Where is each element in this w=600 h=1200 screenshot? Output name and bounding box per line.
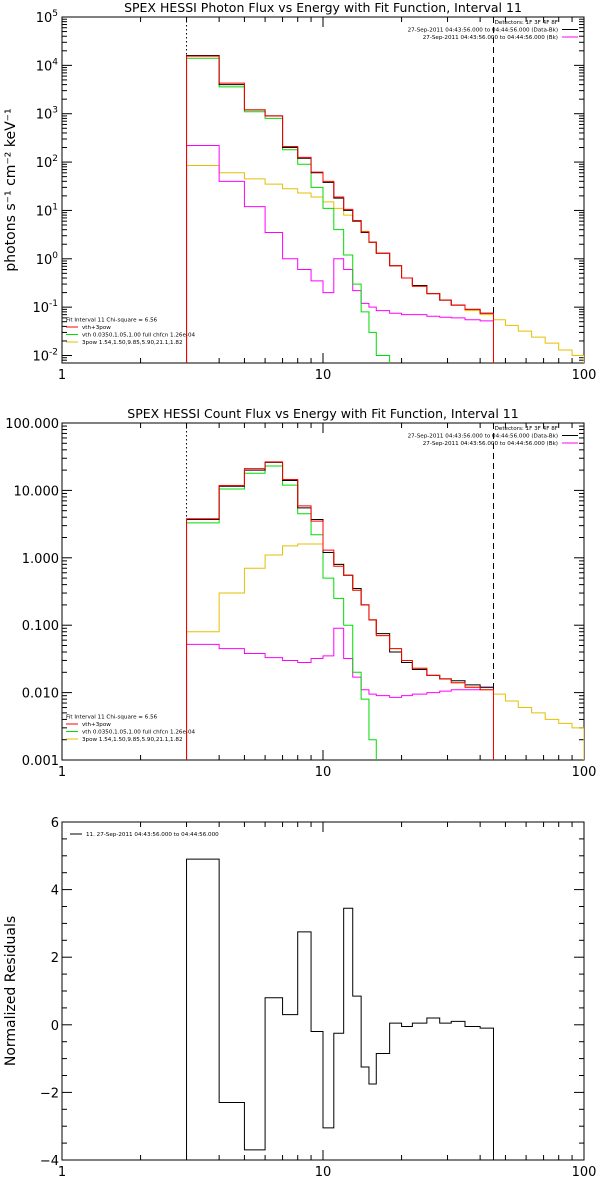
x-tick-label: 1 (58, 765, 66, 780)
legend-entry: vth 0.0350,1.05,1.00 full chfcn 1.26e-04 (82, 730, 196, 736)
y-tick-label: −2 (40, 1086, 59, 1101)
series-vth (186, 465, 391, 760)
y-tick-label: 100.000 (5, 417, 59, 432)
series-vth (186, 57, 403, 363)
legend-entry: 3pow 1.54,1.50,9.85,5.90,21.1,1.82 (82, 737, 183, 743)
y-tick-label: 6 (51, 816, 59, 831)
series-data-bk (186, 461, 494, 760)
panel-3: 1 10 100 −4 −2 0 2 4 6 Normalized Residuals 11. 27… (3, 816, 596, 1180)
series-3pow (186, 164, 584, 363)
y-tick-label: 2 (51, 951, 59, 966)
chart-title: SPEX HESSI Count Flux vs Energy with Fit… (127, 406, 518, 421)
y-axis-label: Normalized Residuals (3, 916, 19, 1066)
series-bk (186, 145, 494, 363)
y-tick-label: 102 (36, 154, 58, 171)
series-group (186, 461, 584, 760)
y-tick-label: 100 (36, 251, 59, 268)
x-tick-label: 1 (58, 368, 66, 383)
legend-entry: vth+3pow (82, 325, 111, 331)
y-tick-label: 10-2 (32, 348, 58, 365)
legend-entry: Fit Interval 11 Chi-square = 6.56 (66, 715, 158, 721)
y-tick-label: 0 (51, 1019, 59, 1034)
x-tick-label: 100 (572, 765, 597, 780)
legend-entry: vth 0.0350,1.05,1.00 full chfcn 1.26e-04 (82, 333, 196, 339)
y-tick-label: 103 (36, 106, 58, 123)
x-tick-label: 1 (58, 1165, 66, 1180)
y-tick-label: 0.001 (22, 754, 59, 769)
y-tick-label: 1.000 (22, 552, 59, 567)
y-tick-label: 101 (36, 202, 58, 219)
panel-1: SPEX HESSI Photon Flux vs Energy with Fi… (3, 0, 596, 383)
legend-entry: Detectors: 1F 3F 4F 8F (495, 20, 558, 26)
legend-entry: Fit Interval 11 Chi-square = 6.56 (66, 318, 158, 324)
series-vth-3pow (186, 55, 494, 363)
legend-entry: 27-Sep-2011 04:43:56.000 to 04:44:56.000… (423, 35, 558, 41)
legend-entry: 11. 27-Sep-2011 04:43:56.000 to 04:44:56… (86, 832, 219, 838)
series-bk (186, 627, 494, 760)
y-tick-label: 10-1 (32, 299, 58, 316)
y-tick-label: 4 (51, 884, 59, 899)
y-tick-label: 0.010 (22, 687, 59, 702)
plot-frame (61, 422, 585, 761)
y-tick-label: 10.000 (14, 484, 60, 499)
y-tick-label: −4 (40, 1154, 59, 1169)
x-tick-label: 10 (315, 765, 332, 780)
legend-entry: vth+3pow (82, 722, 111, 728)
series-group (186, 858, 494, 1160)
legend-entry: 3pow 1.54,1.50,9.85,5.90,21.1,1.82 (82, 340, 183, 346)
y-tick-label: 0.100 (22, 619, 59, 634)
chart-title: SPEX HESSI Photon Flux vs Energy with Fi… (124, 0, 522, 15)
legend-entry: Detectors: 1F 3F 4F 8F (495, 426, 558, 432)
series-group (186, 54, 584, 363)
series-11-27-sep-2011-04-43-56-000-to-04-44-56-000 (186, 858, 494, 1160)
y-tick-label: 104 (36, 57, 59, 74)
series-vth-3pow (186, 461, 494, 760)
panel-2: SPEX HESSI Count Flux vs Energy with Fit… (5, 406, 596, 780)
legend-entry: 27-Sep-2011 04:43:56.000 to 04:44:56.000… (408, 434, 558, 440)
y-axis-label: photons s⁻¹ cm⁻² keV⁻¹ (3, 108, 19, 271)
x-tick-label: 100 (572, 1165, 597, 1180)
legend-entry: 27-Sep-2011 04:43:56.000 to 04:44:56.000… (408, 28, 558, 34)
y-tick-label: 105 (36, 9, 58, 26)
x-tick-label: 10 (315, 1165, 332, 1180)
series-3pow (186, 543, 584, 760)
x-tick-label: 100 (572, 368, 597, 383)
legend-entry: 27-Sep-2011 04:43:56.000 to 04:44:56.000… (423, 441, 558, 447)
x-tick-label: 10 (315, 368, 332, 383)
